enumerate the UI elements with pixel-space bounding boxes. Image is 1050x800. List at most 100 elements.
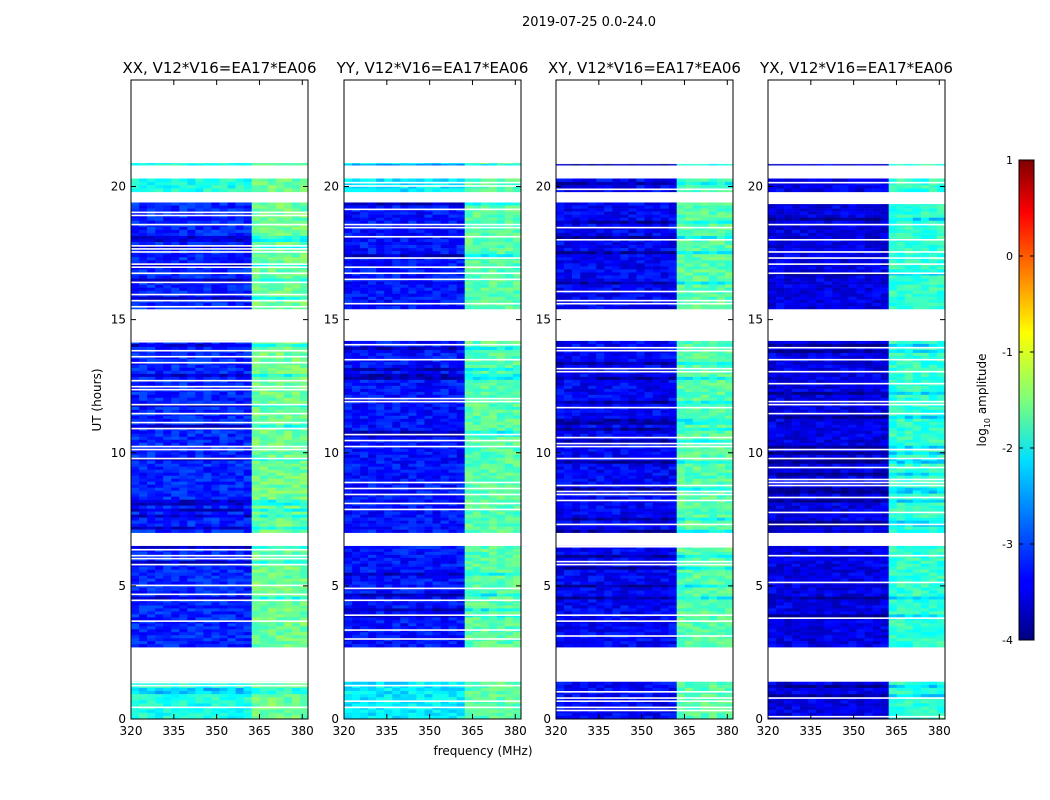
heatmap-cell — [424, 593, 433, 597]
heatmap-cell — [227, 214, 236, 218]
heatmap-cell — [504, 644, 514, 648]
heatmap-cell — [291, 560, 301, 565]
heatmap-cell — [464, 376, 474, 381]
heatmap-cell — [352, 352, 361, 357]
heatmap-cell — [291, 181, 301, 186]
heatmap-cell — [376, 373, 385, 378]
heatmap-cell — [147, 502, 156, 506]
heatmap-cell — [259, 385, 269, 390]
heatmap-cell — [344, 715, 353, 720]
heatmap-cell — [259, 361, 269, 366]
heatmap-cell — [155, 433, 164, 438]
heatmap-cell — [243, 523, 252, 527]
heatmap-cell — [219, 529, 228, 533]
heatmap-cell — [440, 349, 449, 354]
heatmap-cell — [283, 715, 293, 720]
heatmap-cell — [235, 299, 244, 304]
heatmap-cell — [344, 706, 353, 710]
heatmap-cell — [139, 566, 148, 571]
heatmap-cell — [480, 370, 490, 375]
heatmap-cell — [299, 472, 309, 477]
heatmap-cell — [283, 229, 293, 234]
heatmap-cell — [131, 593, 140, 597]
heatmap-cell — [187, 593, 196, 597]
heatmap-cell — [235, 700, 244, 704]
heatmap-cell — [283, 557, 293, 562]
heatmap-cell — [464, 364, 474, 369]
heatmap-cell — [283, 560, 293, 565]
heatmap-cell — [227, 305, 236, 310]
heatmap-cell — [251, 266, 261, 270]
heatmap-cell — [504, 684, 514, 689]
heatmap-cell — [384, 376, 393, 381]
heatmap-cell — [251, 691, 261, 695]
heatmap-cell — [392, 403, 401, 408]
heatmap-cell — [456, 412, 465, 417]
heatmap-cell — [275, 593, 285, 597]
heatmap-cell — [187, 551, 196, 556]
heatmap-cell — [227, 370, 236, 375]
heatmap-cell — [203, 572, 212, 576]
heatmap-cell — [203, 617, 212, 621]
heatmap-cell — [139, 427, 148, 432]
heatmap-cell — [408, 641, 417, 645]
heatmap-cell — [275, 181, 285, 186]
heatmap-cell — [384, 706, 393, 710]
heatmap-cell — [211, 340, 220, 345]
heatmap-cell — [448, 691, 457, 695]
heatmap-cell — [408, 575, 417, 579]
heatmap-cell — [283, 412, 293, 417]
heatmap-cell — [291, 587, 301, 591]
heatmap-cell — [155, 548, 164, 553]
heatmap-cell — [155, 281, 164, 285]
heatmap-cell — [488, 602, 498, 606]
heatmap-cell — [131, 620, 140, 624]
heatmap-cell — [283, 632, 293, 636]
heatmap-cell — [456, 385, 465, 390]
heatmap-cell — [267, 214, 277, 218]
heatmap-cell — [259, 299, 269, 304]
heatmap-cell — [456, 394, 465, 399]
heatmap-cell — [187, 388, 196, 393]
heatmap-cell — [155, 560, 164, 565]
heatmap-cell — [344, 629, 353, 633]
heatmap-cell — [139, 305, 148, 310]
heatmap-cell — [155, 478, 164, 483]
heatmap-cell — [195, 448, 204, 453]
heatmap-cell — [400, 566, 409, 571]
heatmap-cell — [147, 409, 156, 414]
heatmap-cell — [283, 508, 293, 512]
heatmap-cell — [243, 442, 252, 447]
heatmap-cell — [131, 364, 140, 369]
heatmap-cell — [235, 575, 244, 579]
heatmap-cell — [291, 575, 301, 579]
heatmap-cell — [360, 605, 369, 609]
flagged-row — [131, 248, 308, 250]
heatmap-cell — [424, 608, 433, 612]
heatmap-cell — [440, 367, 449, 372]
heatmap-cell — [155, 502, 164, 506]
heatmap-cell — [283, 481, 293, 485]
heatmap-cell — [504, 412, 514, 417]
heatmap-cell — [504, 548, 514, 553]
heatmap-cell — [376, 415, 385, 420]
heatmap-cell — [392, 700, 401, 704]
heatmap-cell — [360, 551, 369, 556]
heatmap-cell — [179, 475, 188, 480]
heatmap-cell — [384, 403, 393, 408]
heatmap-cell — [275, 520, 285, 524]
heatmap-cell — [211, 293, 220, 298]
heatmap-cell — [299, 493, 309, 497]
heatmap-cell — [408, 584, 417, 588]
heatmap-cell — [299, 178, 309, 183]
heatmap-cell — [171, 343, 180, 348]
heatmap-cell — [243, 684, 252, 689]
heatmap-cell — [147, 427, 156, 432]
heatmap-cell — [171, 352, 180, 357]
heatmap-cell — [267, 299, 277, 304]
heatmap-cell — [392, 581, 401, 585]
heatmap-cell — [408, 703, 417, 707]
heatmap-cell — [448, 548, 457, 553]
heatmap-cell — [259, 284, 269, 288]
heatmap-cell — [179, 269, 188, 273]
